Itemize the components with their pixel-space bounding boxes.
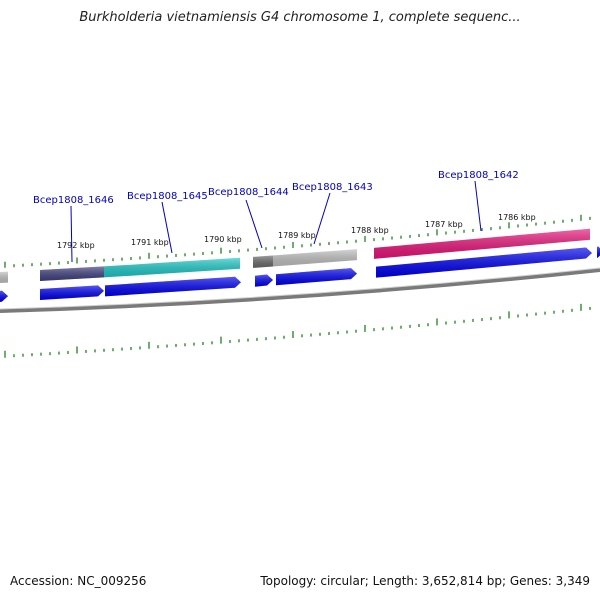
gene-leader-line xyxy=(474,180,482,232)
gene-label: Bcep1808_1642 xyxy=(438,170,519,181)
kbp-tick-label: 1791 kbp xyxy=(131,238,169,247)
kbp-tick-label: 1786 kbp xyxy=(498,213,536,222)
gene-labels: Bcep1808_1646 Bcep1808_1645 Bcep1808_1644 B… xyxy=(33,170,519,263)
kbp-tick-label: 1789 kbp xyxy=(278,231,316,240)
gene-label: Bcep1808_1643 xyxy=(292,182,373,193)
kbp-tick-label: 1788 kbp xyxy=(351,226,389,235)
gene-leader-line xyxy=(70,205,73,263)
gene-label: Bcep1808_1646 xyxy=(33,195,114,206)
map-title: Burkholderia vietnamiensis G4 chromosome… xyxy=(79,10,521,25)
gene-label: Bcep1808_1645 xyxy=(127,191,208,202)
gene-leader-line xyxy=(245,199,263,249)
gene-feature-track xyxy=(0,228,590,283)
outer-tick-marks xyxy=(4,214,591,268)
kbp-tick-label: 1792 kbp xyxy=(57,241,95,250)
gene-leader-line xyxy=(161,201,173,254)
chromosome-backbone xyxy=(0,268,600,313)
gene-leader-line xyxy=(313,192,331,245)
kbp-tick-label: 1787 kbp xyxy=(425,220,463,229)
inner-tick-marks xyxy=(4,303,591,358)
kbp-tick-labels: 1792 kbp 1791 kbp 1790 kbp 1789 kbp 1788 kbp… xyxy=(57,213,536,250)
accession-text: Accession: NC_009256 xyxy=(10,574,147,588)
kbp-tick-label: 1790 kbp xyxy=(204,235,242,244)
topology-stats: Topology: circular; Length: 3,652,814 bp… xyxy=(260,574,590,588)
cds-arrow-track xyxy=(0,246,600,302)
gene-label: Bcep1808_1644 xyxy=(208,187,289,198)
